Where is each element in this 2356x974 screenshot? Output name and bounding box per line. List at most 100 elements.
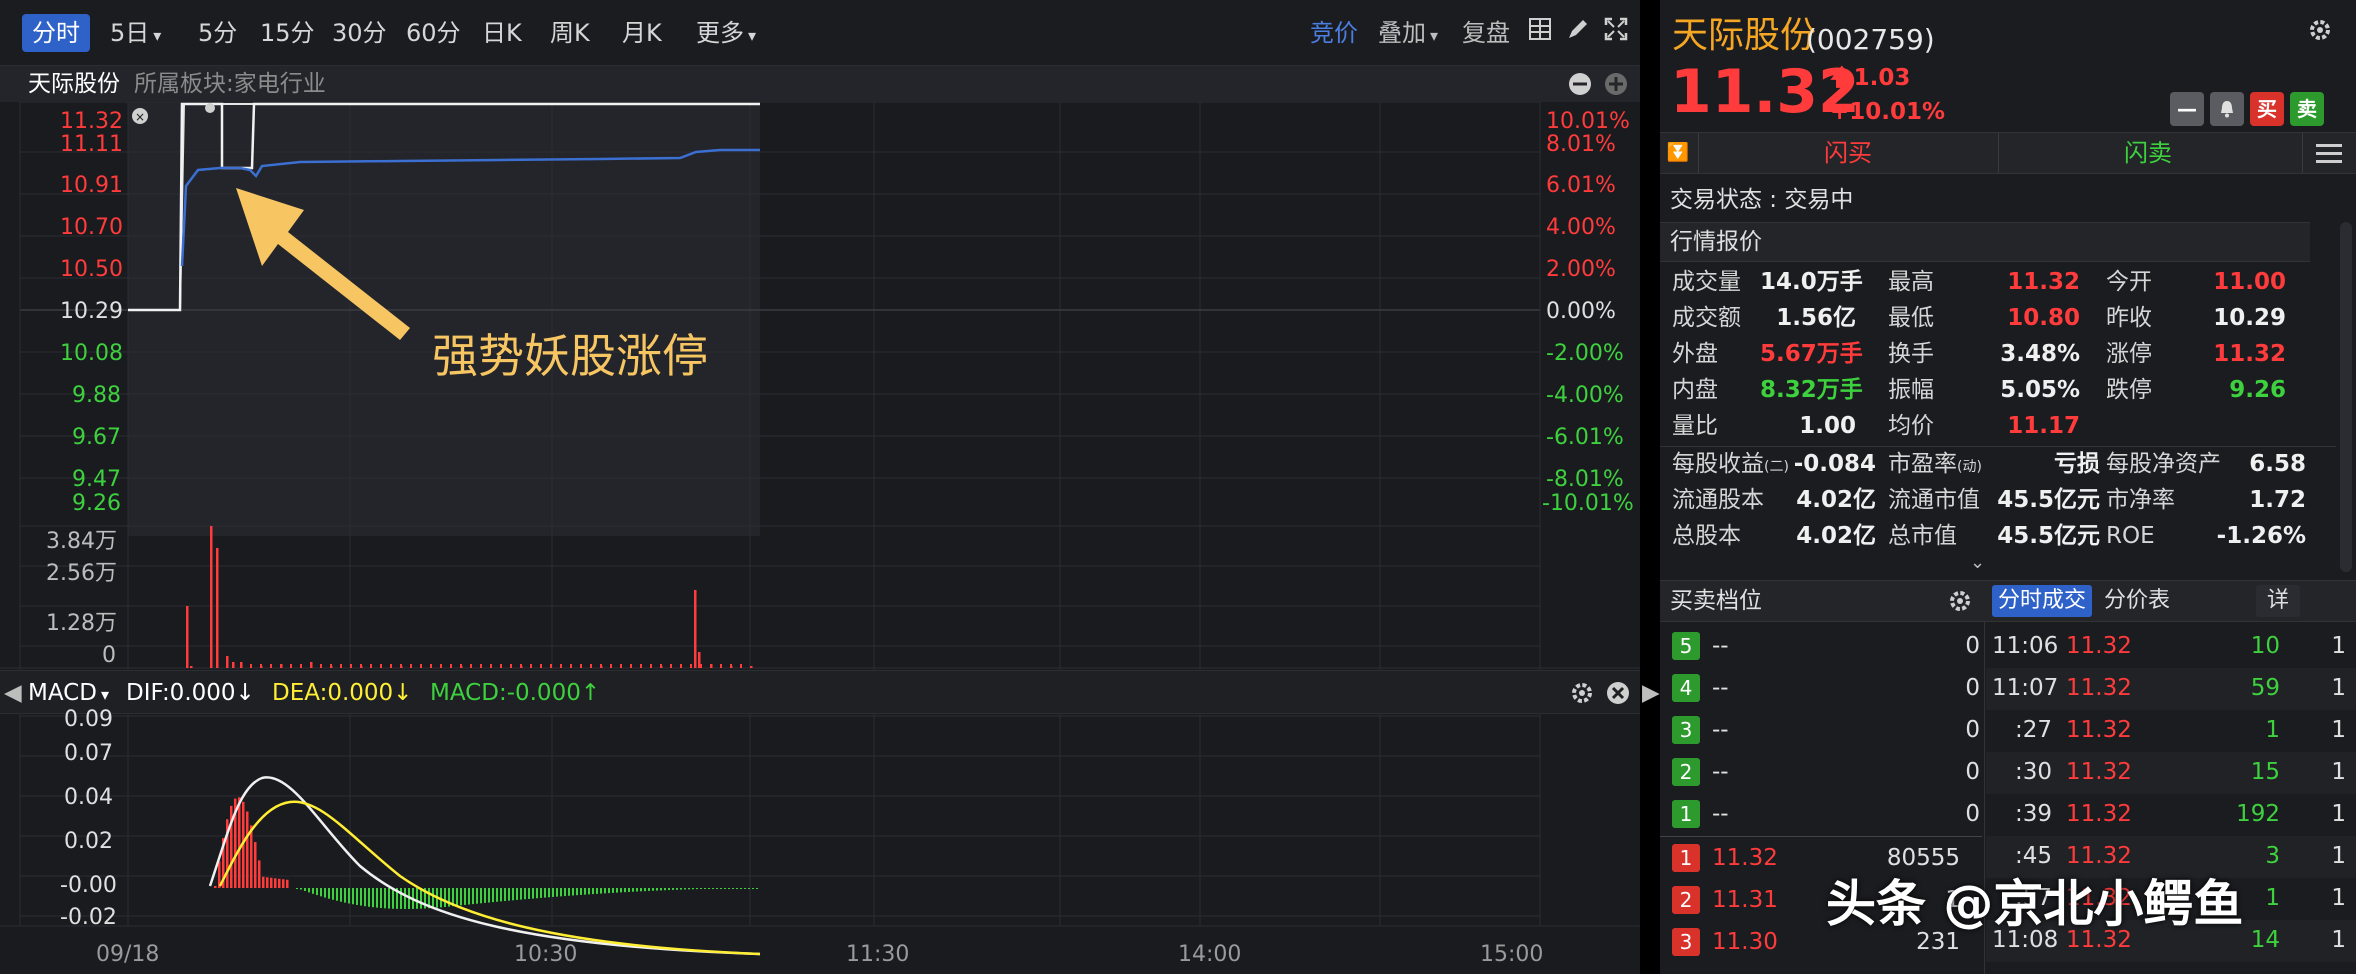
- collapse-right-icon[interactable]: ▶: [1642, 680, 1660, 706]
- bid-price[interactable]: 11.31: [1712, 887, 1778, 913]
- volume-bar: [460, 664, 462, 668]
- macd-bar: [708, 888, 710, 889]
- volume-bar: [290, 664, 292, 668]
- macd-bar: [524, 888, 526, 900]
- tab-more[interactable]: 更多 ▾: [686, 14, 766, 52]
- sell-button[interactable]: 卖: [2290, 92, 2324, 126]
- tab-5day[interactable]: 5日 ▾: [100, 14, 171, 52]
- pen-icon[interactable]: [1566, 14, 1590, 52]
- price-label: 10.70: [60, 215, 123, 240]
- collapse-down-icon[interactable]: ⏬: [1666, 142, 1690, 163]
- volume-bar: [620, 664, 622, 668]
- bid-volume: 231: [1916, 929, 1960, 955]
- trade-time: :39: [2014, 801, 2052, 827]
- quote-label: 每股净资产: [2106, 451, 2221, 477]
- volume-bar: [710, 664, 712, 668]
- bell-icon[interactable]: [2210, 92, 2244, 126]
- flash-buy-button[interactable]: 闪买: [1824, 139, 1872, 167]
- macd-bar: [688, 888, 690, 890]
- minus-circle-icon[interactable]: [1568, 72, 1592, 100]
- ask-level-badge: 4: [1672, 674, 1700, 702]
- macd-bar: [286, 879, 289, 888]
- plus-circle-icon[interactable]: [1604, 72, 1628, 100]
- gear-icon[interactable]: [1948, 589, 1972, 617]
- macd-bar: [444, 888, 446, 907]
- bid-price[interactable]: 11.30: [1712, 929, 1778, 955]
- auction-button[interactable]: 竞价: [1310, 19, 1358, 47]
- close-icon[interactable]: [1606, 681, 1630, 709]
- quote-value: 3.48%: [2000, 341, 2080, 367]
- macd-bar: [488, 888, 490, 903]
- macd-bar: [496, 888, 498, 902]
- quote-stock-name: 天际股份: [1672, 15, 1817, 56]
- indicator-select[interactable]: MACD ▾: [28, 679, 109, 709]
- scrollbar[interactable]: [2340, 222, 2352, 572]
- macd-bar: [612, 888, 614, 893]
- chart-area[interactable]: × 天际股份 所属板块:家电行业 强势妖股涨停 11.32 11.11 10.9…: [0, 66, 1660, 974]
- bid-price[interactable]: 11.32: [1712, 845, 1778, 871]
- macd-bar: [676, 888, 678, 890]
- grid-layout-icon[interactable]: [1528, 14, 1552, 52]
- volume-bar: [550, 664, 552, 668]
- rehab-button[interactable]: 复盘: [1462, 19, 1510, 47]
- macd-bar: [336, 888, 338, 901]
- buy-button[interactable]: 买: [2250, 92, 2284, 126]
- macd-bar: [332, 888, 334, 900]
- tab-time-trades[interactable]: 分时成交: [1992, 585, 2093, 617]
- flash-sell-button[interactable]: 闪卖: [2124, 139, 2172, 167]
- tab-daily-k[interactable]: 日K: [482, 19, 522, 47]
- ask-price[interactable]: --: [1712, 717, 1729, 743]
- pct-label: -2.00%: [1546, 341, 1624, 366]
- gear-icon[interactable]: [2308, 18, 2332, 46]
- price-label: 9.88: [72, 383, 121, 408]
- quote-value: -1.26%: [2216, 523, 2306, 549]
- menu-icon[interactable]: [2306, 133, 2352, 173]
- chevron-down-icon[interactable]: ⌄: [1970, 552, 1986, 573]
- macd-bar: [266, 877, 269, 888]
- gear-icon[interactable]: [1570, 681, 1594, 709]
- trade-price: 11.32: [2066, 801, 2132, 827]
- detail-button[interactable]: 详: [2256, 585, 2300, 617]
- chevron-down-icon: ▾: [748, 26, 757, 45]
- macd-bar: [484, 888, 486, 903]
- overlay-button[interactable]: 叠加 ▾: [1378, 14, 1438, 52]
- macd-bar: [740, 888, 742, 889]
- macd-bar: [548, 888, 550, 898]
- macd-bar: [632, 888, 634, 892]
- macd-bar: [604, 888, 606, 894]
- quote-value: 8.32万手: [1760, 377, 1863, 403]
- macd-bar: [540, 888, 542, 898]
- macd-bar: [282, 879, 285, 888]
- minus-button[interactable]: —: [2170, 92, 2204, 126]
- tab-intraday[interactable]: 分时: [22, 14, 90, 52]
- volume-bar: [390, 664, 392, 668]
- volume-bar: [730, 664, 732, 668]
- macd-bar: [728, 888, 730, 889]
- event-marker: [205, 103, 215, 113]
- tab-monthly-k[interactable]: 月K: [622, 19, 662, 47]
- tab-30min[interactable]: 30分: [332, 19, 387, 47]
- tab-60min[interactable]: 60分: [406, 19, 461, 47]
- ask-price[interactable]: --: [1712, 633, 1729, 659]
- macd-bar: [274, 878, 277, 888]
- macd-bar: [536, 888, 538, 899]
- ask-price[interactable]: --: [1712, 801, 1729, 827]
- collapse-left-icon[interactable]: ◀: [4, 680, 22, 706]
- dif-value: DIF:0.000↓: [126, 680, 255, 706]
- macd-bar: [464, 888, 466, 905]
- tab-price-table[interactable]: 分价表: [2104, 588, 2171, 613]
- macd-bar: [312, 888, 314, 894]
- volume-bar: [690, 664, 692, 668]
- chart-highlight-region: [128, 102, 760, 536]
- macd-bar: [448, 888, 450, 907]
- tab-weekly-k[interactable]: 周K: [550, 19, 590, 47]
- tab-5min[interactable]: 5分: [198, 19, 238, 47]
- ask-price[interactable]: --: [1712, 675, 1729, 701]
- macd-bar: [552, 888, 554, 897]
- ask-price[interactable]: --: [1712, 759, 1729, 785]
- fullscreen-icon[interactable]: [1604, 14, 1628, 52]
- trade-count: 1: [2331, 801, 2346, 827]
- trade-volume: 3: [2265, 843, 2280, 869]
- macd-bar: [392, 888, 394, 909]
- tab-15min[interactable]: 15分: [260, 19, 315, 47]
